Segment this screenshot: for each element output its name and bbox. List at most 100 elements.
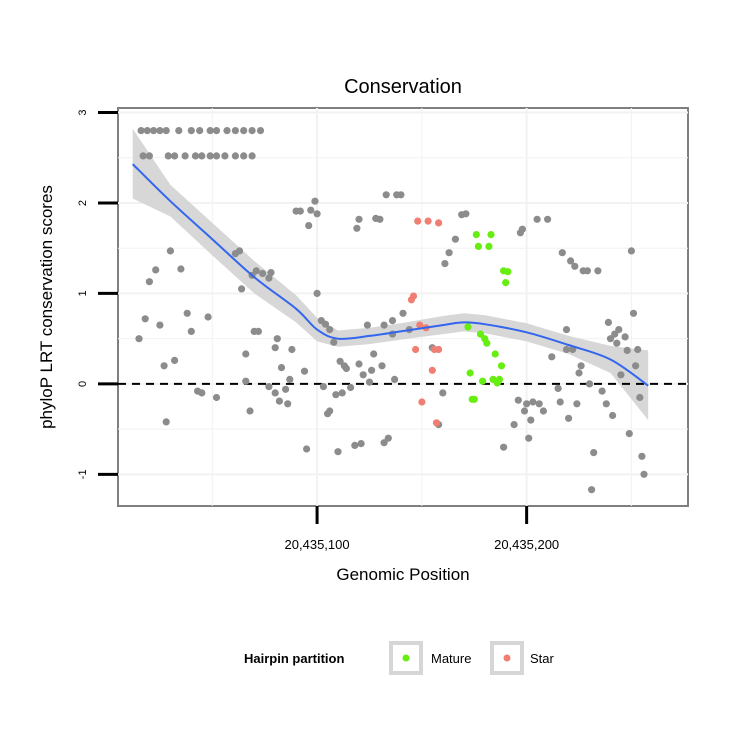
- x-axis-label: Genomic Position: [336, 565, 469, 584]
- point-other: [602, 400, 610, 408]
- legend-swatch-mature: [402, 654, 410, 662]
- point-other: [313, 289, 321, 297]
- point-other: [529, 398, 537, 406]
- point-other: [535, 400, 543, 408]
- point-other: [632, 362, 640, 370]
- point-other: [307, 206, 315, 214]
- point-other: [332, 391, 340, 399]
- point-other: [221, 152, 229, 160]
- point-other: [156, 127, 164, 135]
- point-star: [428, 366, 436, 374]
- point-star: [414, 217, 422, 225]
- point-other: [370, 350, 378, 358]
- point-other: [510, 421, 518, 429]
- plot-panel: [117, 107, 689, 507]
- point-other: [198, 389, 206, 397]
- point-other: [397, 191, 405, 199]
- point-other: [275, 397, 283, 405]
- point-other: [162, 127, 170, 135]
- point-other: [305, 222, 313, 230]
- confidence-band: [132, 128, 649, 421]
- point-other: [347, 383, 355, 392]
- y-tick-label: -1: [77, 469, 89, 479]
- point-other: [235, 247, 244, 255]
- point-other: [623, 346, 631, 354]
- point-other: [191, 152, 200, 160]
- point-other: [441, 260, 449, 268]
- point-other: [598, 387, 606, 395]
- point-other: [353, 224, 361, 232]
- point-star: [424, 217, 432, 225]
- point-other: [518, 225, 527, 233]
- point-mature: [464, 323, 472, 331]
- point-other: [368, 366, 376, 374]
- point-other: [187, 327, 195, 335]
- point-other: [533, 215, 541, 223]
- point-other: [256, 127, 265, 135]
- point-other: [562, 345, 571, 354]
- point-mature: [474, 242, 482, 250]
- point-other: [196, 127, 204, 135]
- point-other: [558, 249, 566, 257]
- point-other: [451, 235, 459, 243]
- chart-title: Conservation: [344, 76, 462, 98]
- confidence-band-area: [132, 128, 649, 421]
- point-other: [571, 262, 579, 270]
- point-other: [355, 360, 363, 368]
- point-other: [573, 400, 581, 408]
- point-other: [523, 400, 531, 408]
- point-other: [246, 407, 254, 415]
- point-other: [625, 430, 633, 438]
- point-star: [432, 419, 441, 427]
- point-other: [311, 197, 319, 205]
- point-other: [171, 356, 179, 364]
- point-other: [183, 309, 191, 317]
- point-other: [629, 309, 638, 317]
- point-other: [567, 257, 575, 265]
- point-other: [206, 127, 214, 135]
- point-other: [319, 383, 327, 391]
- point-other: [273, 335, 281, 343]
- x-tick-label: 20,435,200: [494, 537, 559, 552]
- point-other: [606, 335, 615, 343]
- point-other: [271, 344, 279, 352]
- y-axis-label: phyloP LRT conservation scores: [37, 185, 56, 429]
- point-other: [380, 439, 388, 447]
- point-other: [634, 345, 642, 354]
- point-other: [380, 321, 388, 329]
- point-other: [359, 371, 367, 379]
- point-other: [212, 127, 221, 135]
- point-other: [554, 384, 562, 392]
- point-other: [351, 441, 359, 449]
- point-other: [152, 266, 160, 274]
- point-other: [613, 339, 621, 347]
- legend-swatch-star: [503, 654, 511, 662]
- point-other: [355, 215, 363, 223]
- point-other: [238, 285, 246, 293]
- point-other: [621, 333, 629, 341]
- point-other: [265, 383, 273, 391]
- legend-title: Hairpin partition: [244, 651, 344, 666]
- point-other: [166, 247, 174, 255]
- smooth-curve: [131, 163, 649, 387]
- point-mature: [479, 377, 487, 385]
- legend: Hairpin partition Mature Star: [244, 641, 555, 675]
- point-other: [242, 350, 250, 358]
- point-other: [520, 407, 529, 415]
- point-mature: [485, 242, 493, 250]
- point-other: [338, 389, 346, 397]
- point-other: [156, 321, 164, 329]
- point-other: [565, 414, 573, 422]
- point-other: [330, 338, 338, 346]
- point-other: [615, 326, 623, 334]
- y-tick-label: 3: [77, 109, 89, 115]
- point-other: [365, 378, 374, 386]
- point-mature: [476, 330, 485, 338]
- point-other: [137, 127, 145, 135]
- point-other: [617, 371, 625, 379]
- point-other: [164, 152, 172, 160]
- point-other: [462, 210, 470, 218]
- point-other: [391, 375, 399, 383]
- point-other: [500, 443, 508, 451]
- point-other: [357, 440, 365, 448]
